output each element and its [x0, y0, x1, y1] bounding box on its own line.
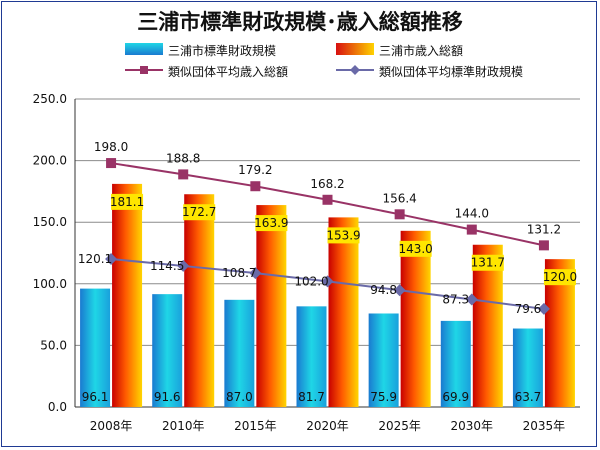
similar-revenue-point [466, 224, 477, 235]
data-label-similar-revenue: 156.4 [382, 191, 416, 205]
x-tick-label: 2010年 [162, 419, 205, 433]
legend-label-similar-revenue: 類似団体平均歳入総額 [168, 65, 289, 79]
chart-title: 三浦市標準財政規模･歳入総額推移 [137, 10, 463, 34]
data-label-revenue: 172.7 [182, 205, 216, 219]
data-label-box-revenue [183, 204, 216, 221]
bar-revenue [112, 183, 143, 407]
data-label-similar-revenue: 131.2 [527, 222, 561, 236]
data-label-similar-standard-scale: 102.0 [294, 274, 328, 288]
data-label-standard-scale: 75.9 [370, 390, 397, 404]
bar-revenue [328, 217, 359, 407]
data-label-box-revenue [111, 193, 144, 210]
bar-revenue [472, 244, 503, 407]
data-label-similar-revenue: 144.0 [455, 207, 489, 221]
data-label-similar-standard-scale: 94.8 [370, 283, 397, 297]
y-tick-label: 50.0 [40, 338, 67, 352]
chart-legend: 三浦市標準財政規模 三浦市歳入総額 類似団体平均歳入総額 類似団体平均標準財政規… [0, 0, 600, 100]
data-label-similar-revenue: 188.8 [166, 151, 200, 165]
similar-revenue-point [178, 169, 189, 180]
bar-standard-scale [296, 306, 327, 407]
y-tick-label: 200.0 [33, 154, 67, 168]
data-label-box-revenue [327, 227, 360, 244]
data-label-similar-revenue: 168.2 [310, 177, 344, 191]
similar-revenue-point [394, 209, 405, 220]
similar-standard-scale-point [537, 302, 550, 315]
similar-standard-scale-point [177, 259, 190, 272]
similar-revenue-point [250, 181, 261, 192]
data-label-similar-standard-scale: 108.7 [222, 266, 256, 280]
similar-standard-scale-point [393, 284, 406, 297]
legend-label-revenue: 三浦市歳入総額 [379, 44, 464, 58]
data-label-box-revenue [471, 254, 504, 271]
data-label-standard-scale: 69.9 [442, 390, 469, 404]
y-tick-label: 150.0 [33, 215, 67, 229]
data-label-standard-scale: 91.6 [154, 390, 181, 404]
data-label-similar-standard-scale: 87.3 [442, 292, 469, 306]
similar-standard-scale-point [321, 275, 334, 288]
bar-standard-scale [152, 294, 183, 407]
legend-swatch-similar-revenue [125, 66, 163, 74]
similar-standard-scale-point [105, 253, 118, 266]
x-tick-label: 2015年 [234, 419, 277, 433]
data-label-revenue: 181.1 [110, 195, 144, 209]
bar-standard-scale [512, 328, 543, 407]
x-tick-label: 2035年 [523, 419, 566, 433]
y-tick-label: 0.0 [48, 400, 67, 414]
legend-swatch-similar-standard-scale [336, 65, 374, 75]
data-label-similar-standard-scale: 114.5 [150, 259, 184, 273]
data-label-standard-scale: 87.0 [226, 390, 253, 404]
bar-standard-scale [440, 320, 471, 407]
bar-revenue [400, 230, 431, 407]
data-label-similar-revenue: 179.2 [238, 163, 272, 177]
similar-standard-scale-point [249, 267, 262, 280]
data-label-revenue: 131.7 [471, 256, 505, 270]
bar-revenue [256, 205, 287, 407]
bar-standard-scale [368, 313, 399, 407]
data-label-box-revenue [399, 240, 432, 257]
legend-swatch-standard-scale [125, 43, 163, 55]
data-label-box-revenue [255, 215, 288, 232]
data-label-standard-scale: 96.1 [82, 390, 109, 404]
x-tick-label: 2020年 [306, 419, 349, 433]
similar-revenue-point [322, 194, 333, 205]
bar-standard-scale [224, 299, 255, 407]
data-label-similar-standard-scale: 120.1 [78, 252, 112, 266]
data-label-revenue: 153.9 [326, 228, 360, 242]
similar-revenue-point [538, 240, 549, 251]
data-label-revenue: 143.0 [398, 242, 432, 256]
data-label-standard-scale: 63.7 [515, 390, 542, 404]
legend-label-standard-scale: 三浦市標準財政規模 [168, 44, 277, 58]
x-tick-label: 2008年 [90, 419, 133, 433]
data-label-box-revenue [543, 269, 576, 286]
data-label-revenue: 120.0 [543, 270, 577, 284]
x-tick-label: 2025年 [378, 419, 421, 433]
data-label-standard-scale: 81.7 [298, 390, 325, 404]
data-label-revenue: 163.9 [254, 216, 288, 230]
data-label-similar-standard-scale: 79.6 [515, 302, 542, 316]
y-tick-label: 250.0 [33, 92, 67, 106]
x-tick-label: 2030年 [451, 419, 494, 433]
legend-label-similar-standard-scale: 類似団体平均標準財政規模 [379, 65, 524, 79]
bar-standard-scale [80, 288, 111, 407]
bar-revenue [184, 194, 215, 407]
y-tick-label: 100.0 [33, 277, 67, 291]
similar-revenue-point [106, 158, 117, 169]
similar-standard-scale-point [465, 293, 478, 306]
legend-swatch-revenue [336, 43, 374, 55]
data-label-similar-revenue: 198.0 [94, 140, 128, 154]
